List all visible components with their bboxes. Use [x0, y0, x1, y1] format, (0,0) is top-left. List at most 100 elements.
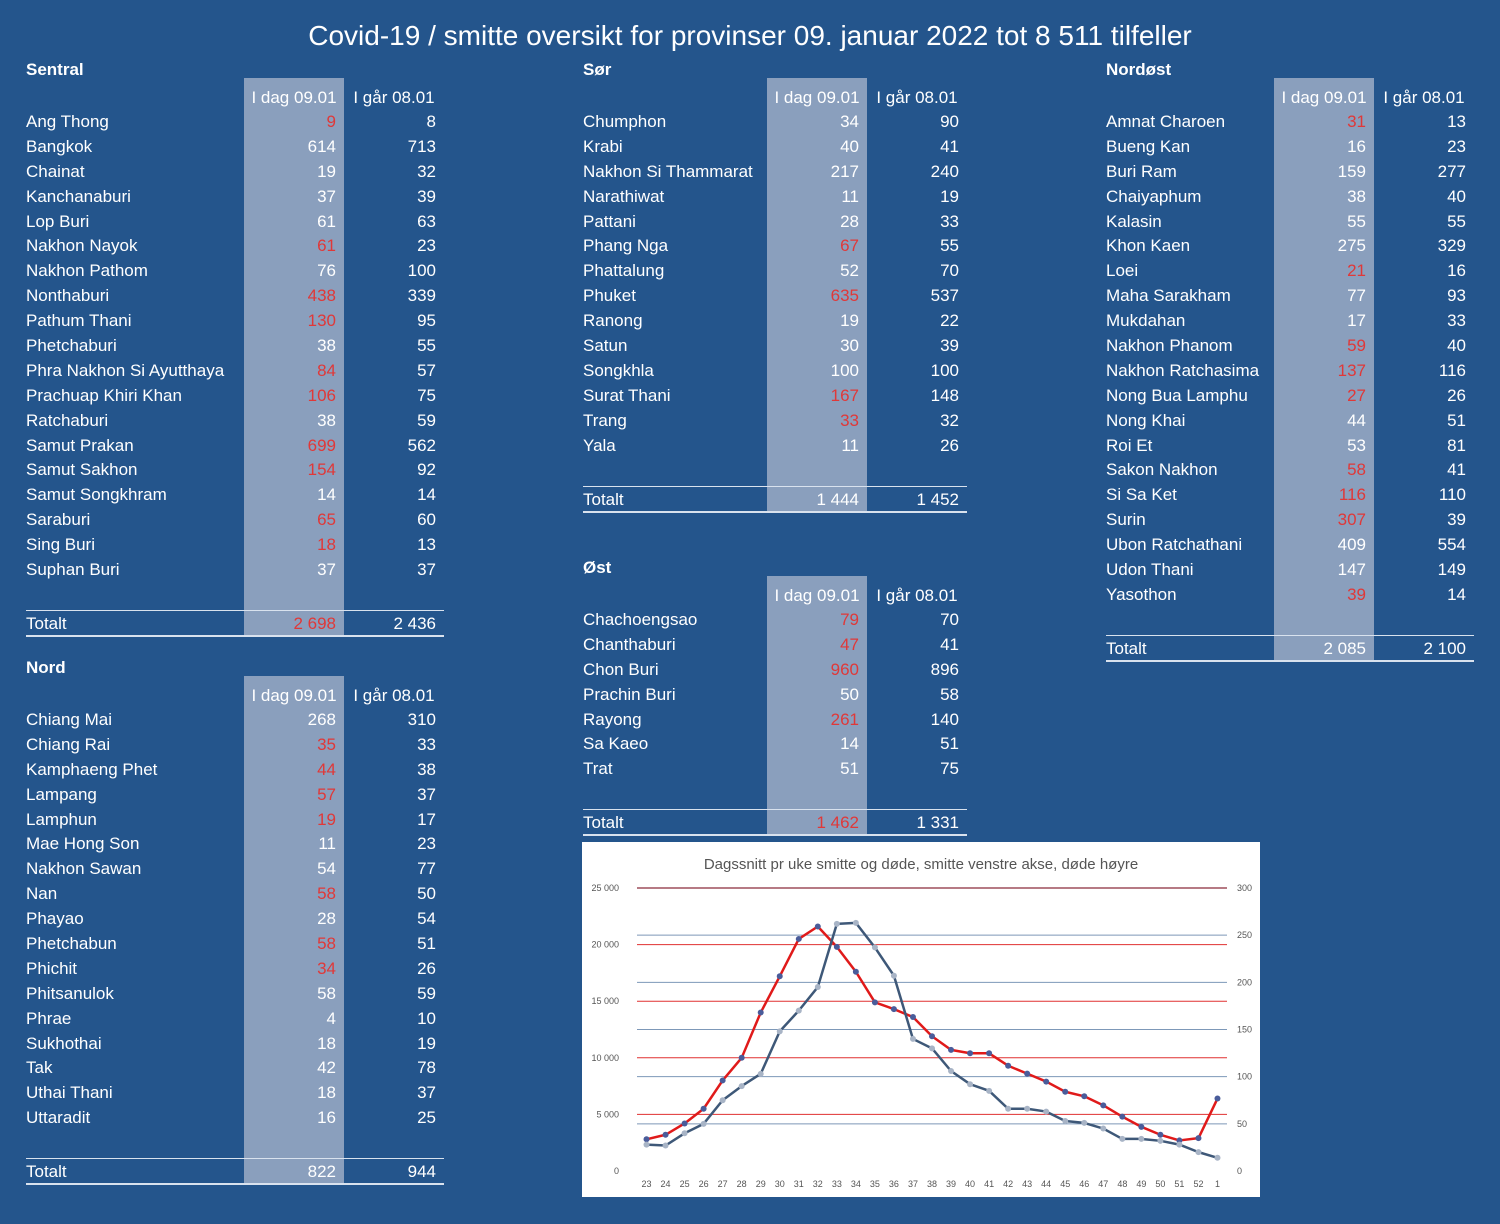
- chart-panel: Dagssnitt pr uke smitte og døde, smitte …: [582, 842, 1260, 1197]
- table-row: Kalasin 55 55: [1106, 210, 1474, 235]
- y-right-tick-label: 150: [1237, 1025, 1252, 1035]
- table-row: Si Sa Ket 116 110: [1106, 483, 1474, 508]
- province-name: Kalasin: [1106, 211, 1162, 231]
- today-column-band: [244, 78, 344, 635]
- table-row: Nakhon Ratchasima 137 116: [1106, 359, 1474, 384]
- today-value: 18: [317, 1083, 336, 1103]
- today-value: 19: [317, 161, 336, 181]
- x-tick-label: 46: [1079, 1179, 1089, 1189]
- x-tick-label: 26: [699, 1179, 709, 1189]
- column-header: I dag 09.01 I går 08.01: [26, 85, 444, 110]
- province-name: Nonthaburi: [26, 286, 110, 306]
- x-tick-label: 28: [737, 1179, 747, 1189]
- today-value: 37: [317, 186, 336, 206]
- data-point-deaths: [681, 1130, 688, 1137]
- total-underline: [583, 510, 967, 513]
- data-point-deaths: [986, 1087, 993, 1094]
- yesterday-value: 51: [417, 934, 436, 954]
- province-name: Yasothon: [1106, 584, 1177, 604]
- table-row: Nakhon Sawan 54 77: [26, 857, 444, 882]
- data-point-deaths: [1195, 1149, 1202, 1156]
- yesterday-value: 14: [1447, 584, 1466, 604]
- table-row: Ratchaburi 38 59: [26, 409, 444, 434]
- province-name: Samut Prakan: [26, 435, 134, 455]
- today-value: 27: [1347, 385, 1366, 405]
- province-name: Sing Buri: [26, 535, 95, 555]
- yesterday-value: 13: [1447, 112, 1466, 131]
- yesterday-value: 149: [1437, 560, 1466, 580]
- table-row: Phetchabun 58 51: [26, 932, 444, 957]
- yesterday-value: 40: [1447, 336, 1466, 356]
- province-name: Si Sa Ket: [1106, 485, 1177, 505]
- today-value: 38: [317, 336, 336, 356]
- data-point-infected: [967, 1050, 974, 1057]
- y-right-tick-label: 50: [1237, 1119, 1247, 1129]
- province-name: Lamphun: [26, 809, 97, 829]
- today-value: 84: [317, 360, 336, 380]
- data-point-deaths: [890, 972, 897, 979]
- province-name: Pattani: [583, 211, 636, 231]
- table-row: Satun 30 39: [583, 334, 967, 359]
- total-divider: [583, 809, 967, 811]
- y-left-tick-label: 15 000: [591, 996, 619, 1006]
- table-row: Phattalung 52 70: [583, 259, 967, 284]
- table-row: Chanthaburi 47 41: [583, 633, 967, 658]
- data-point-deaths: [757, 1070, 764, 1077]
- total-today: 2 085: [1323, 638, 1366, 658]
- data-point-infected: [1100, 1102, 1107, 1109]
- yesterday-value: 22: [940, 311, 959, 331]
- yesterday-value: 59: [417, 983, 436, 1003]
- yesterday-value: 37: [417, 1083, 436, 1103]
- yesterday-value: 63: [417, 211, 436, 231]
- province-name: Prachuap Khiri Khan: [26, 385, 182, 405]
- region-sentral: Sentral I dag 09.01 I går 08.01 Ang Thong 9 8…: [26, 60, 444, 637]
- table-row: Krabi 40 41: [583, 135, 967, 160]
- yesterday-value: 32: [417, 161, 436, 181]
- data-point-infected: [948, 1046, 955, 1053]
- province-name: Trang: [583, 410, 627, 430]
- data-point-deaths: [814, 984, 821, 991]
- table-row: Bueng Kan 16 23: [1106, 135, 1474, 160]
- x-tick-label: 49: [1136, 1179, 1146, 1189]
- total-yesterday: 1 331: [916, 813, 959, 833]
- today-column-band: [1274, 78, 1374, 660]
- province-name: Kanchanaburi: [26, 186, 131, 206]
- region-sor: Sør I dag 09.01 I går 08.01 Chumphon 34 90 Kra…: [583, 60, 967, 513]
- table-row: Saraburi 65 60: [26, 508, 444, 533]
- data-point-infected: [929, 1033, 935, 1040]
- yesterday-value: 100: [930, 360, 959, 380]
- total-underline: [26, 635, 444, 637]
- x-tick-label: 1: [1215, 1179, 1220, 1189]
- yesterday-value: 92: [417, 460, 436, 480]
- province-name: Buri Ram: [1106, 161, 1177, 181]
- table-row: Yala 11 26: [583, 434, 967, 459]
- province-name: Sukhothai: [26, 1033, 102, 1053]
- total-divider: [583, 485, 967, 487]
- table-row: Tak 42 78: [26, 1056, 444, 1081]
- x-tick-label: 43: [1022, 1179, 1032, 1189]
- table-row: Chiang Rai 35 33: [26, 733, 444, 758]
- data-point-deaths: [833, 920, 840, 927]
- yesterday-value: 896: [930, 659, 959, 679]
- x-tick-label: 50: [1155, 1179, 1165, 1189]
- table-row: Nakhon Phanom 59 40: [1106, 334, 1474, 359]
- province-name: Phang Nga: [583, 236, 669, 256]
- data-point-deaths: [662, 1142, 669, 1149]
- today-value: 39: [1347, 584, 1366, 604]
- province-name: Nakhon Sawan: [26, 859, 142, 879]
- table-row: Phetchaburi 38 55: [26, 334, 444, 359]
- today-value: 38: [317, 410, 336, 430]
- today-value: 76: [317, 261, 336, 281]
- data-point-deaths: [1005, 1105, 1012, 1112]
- today-value: 19: [840, 311, 859, 331]
- table-row: Lampang 57 37: [26, 783, 444, 808]
- province-name: Nakhon Pathom: [26, 261, 148, 281]
- yesterday-value: 70: [940, 261, 959, 281]
- data-point-deaths: [719, 1097, 726, 1104]
- data-point-deaths: [1100, 1125, 1107, 1132]
- header-yesterday: I går 08.01: [876, 586, 958, 605]
- column-header: I dag 09.01 I går 08.01: [583, 583, 967, 608]
- province-name: Nakhon Si Thammarat: [583, 161, 753, 181]
- table-row: Nonthaburi 438 339: [26, 284, 444, 309]
- data-point-infected: [814, 923, 821, 930]
